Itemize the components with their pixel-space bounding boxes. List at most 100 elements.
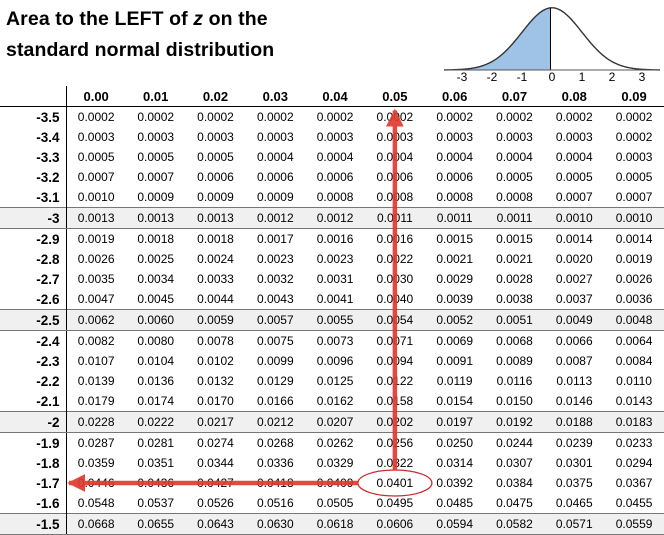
table-cell: 0.0011	[484, 207, 545, 229]
table-cell: 0.0028	[496, 272, 533, 286]
table-cell: 0.0571	[544, 513, 605, 535]
table-cell: 0.0003	[615, 150, 653, 164]
table-cell: 0.0066	[555, 334, 593, 348]
table-cell: 0.0007	[555, 190, 593, 204]
table-cell: 0.0033	[197, 272, 234, 286]
curve-tick-label: 0	[549, 70, 556, 84]
row-z-label: -1.9	[0, 432, 67, 453]
table-cell: 0.0606	[364, 513, 425, 535]
row-z-label: -3.5	[0, 106, 67, 127]
column-header-0-08: 0.08	[544, 86, 605, 107]
table-cell: 0.0526	[197, 496, 234, 510]
table-cell: 0.0281	[137, 436, 175, 450]
table-cell: 0.0014	[555, 232, 593, 246]
table-cell: 0.0122	[376, 374, 414, 388]
table-cell: 0.0055	[305, 309, 365, 331]
table-cell: 0.0059	[185, 309, 246, 331]
table-cell: 0.0418	[256, 476, 294, 490]
column-header-0-07: 0.07	[484, 86, 545, 107]
table-cell: 0.0025	[137, 252, 175, 266]
table-cell: 0.0007	[615, 190, 653, 204]
table-cell: 0.0012	[305, 207, 365, 229]
table-cell: 0.0329	[316, 456, 354, 470]
table-cell: 0.0116	[496, 374, 533, 388]
table-cell: 0.0029	[436, 272, 474, 286]
table-cell: 0.0233	[615, 436, 653, 450]
table-cell: 0.0436	[137, 476, 175, 490]
table-cell: 0.0068	[496, 334, 533, 348]
table-cell: 0.0032	[256, 272, 294, 286]
table-cell: 0.0154	[436, 394, 474, 408]
table-cell: 0.0003	[77, 130, 115, 144]
table-cell: 0.0008	[436, 190, 474, 204]
table-cell: 0.0011	[364, 207, 425, 229]
table-cell: 0.0004	[256, 150, 294, 164]
table-cell: 0.0006	[376, 170, 414, 184]
table-cell: 0.0003	[496, 130, 533, 144]
table-cell: 0.0036	[615, 292, 653, 306]
table-cell: 0.0005	[615, 170, 653, 184]
table-cell: 0.0038	[496, 292, 533, 306]
table-cell: 0.0040	[376, 292, 414, 306]
column-header-0-01: 0.01	[125, 86, 186, 107]
row-z-label: -3.2	[0, 167, 67, 187]
table-cell: 0.0002	[555, 110, 593, 124]
table-cell: 0.0007	[137, 170, 175, 184]
table-cell: 0.0102	[197, 354, 234, 368]
page-title: Area to the LEFT of z on the standard no…	[6, 4, 274, 66]
table-cell: 0.0336	[256, 456, 294, 470]
table-cell: 0.0024	[197, 252, 234, 266]
table-cell: 0.0002	[376, 110, 414, 124]
table-cell: 0.0668	[66, 513, 126, 535]
table-cell: 0.0013	[185, 207, 246, 229]
table-cell: 0.0013	[66, 207, 126, 229]
table-cell: 0.0129	[256, 374, 294, 388]
table-cell: 0.0367	[615, 476, 653, 490]
table-cell: 0.0094	[376, 354, 414, 368]
bell-curve	[444, 7, 660, 71]
table-cell: 0.0021	[436, 252, 474, 266]
table-row: -2.6 0.0047 0.0045 0.0044 0.0043 0.0041 0.0040…	[0, 289, 664, 310]
table-cell: 0.0630	[245, 513, 306, 535]
column-header-0-05: 0.05	[364, 86, 425, 107]
table-cell: 0.0027	[555, 272, 593, 286]
curve-tick-label: -2	[487, 70, 498, 84]
table-cell: 0.0048	[604, 309, 664, 331]
title-line1-pre: Area to the LEFT of	[6, 8, 194, 30]
table-cell: 0.0002	[137, 110, 175, 124]
row-z-label: -2.8	[0, 249, 67, 269]
table-cell: 0.0003	[316, 130, 354, 144]
table-cell: 0.0008	[496, 190, 533, 204]
table-cell: 0.0183	[604, 411, 664, 433]
table-cell: 0.0008	[316, 190, 354, 204]
table-cell: 0.0021	[496, 252, 533, 266]
table-cell: 0.0594	[424, 513, 485, 535]
title-line2: standard normal distribution	[6, 39, 275, 61]
row-z-label: -1.7	[0, 473, 67, 493]
table-cell: 0.0188	[544, 411, 605, 433]
table-cell: 0.0004	[376, 150, 414, 164]
row-z-label: -2.2	[0, 371, 67, 391]
table-cell: 0.0009	[137, 190, 175, 204]
table-cell: 0.0002	[256, 110, 294, 124]
table-cell: 0.0002	[197, 110, 234, 124]
table-cell: 0.0197	[424, 411, 485, 433]
table-cell: 0.0119	[436, 374, 473, 388]
table-cell: 0.0004	[436, 150, 474, 164]
table-cell: 0.0080	[137, 334, 175, 348]
table-row: -3.3 0.0005 0.0005 0.0005 0.0004 0.0004 0.0004…	[0, 147, 664, 167]
table-cell: 0.0035	[77, 272, 115, 286]
row-z-label: -2.9	[0, 228, 67, 249]
table-cell: 0.0548	[77, 496, 115, 510]
table-cell: 0.0006	[316, 170, 354, 184]
table-cell: 0.0019	[77, 232, 115, 246]
table-cell: 0.0004	[496, 150, 533, 164]
row-z-label: -2.1	[0, 391, 67, 412]
table-cell: 0.0064	[615, 334, 653, 348]
table-cell: 0.0002	[615, 130, 653, 144]
table-cell: 0.0287	[77, 436, 115, 450]
shaded-area	[444, 7, 551, 71]
row-z-label: -2.4	[0, 330, 67, 351]
table-cell: 0.0136	[137, 374, 175, 388]
table-cell: 0.0244	[496, 436, 533, 450]
